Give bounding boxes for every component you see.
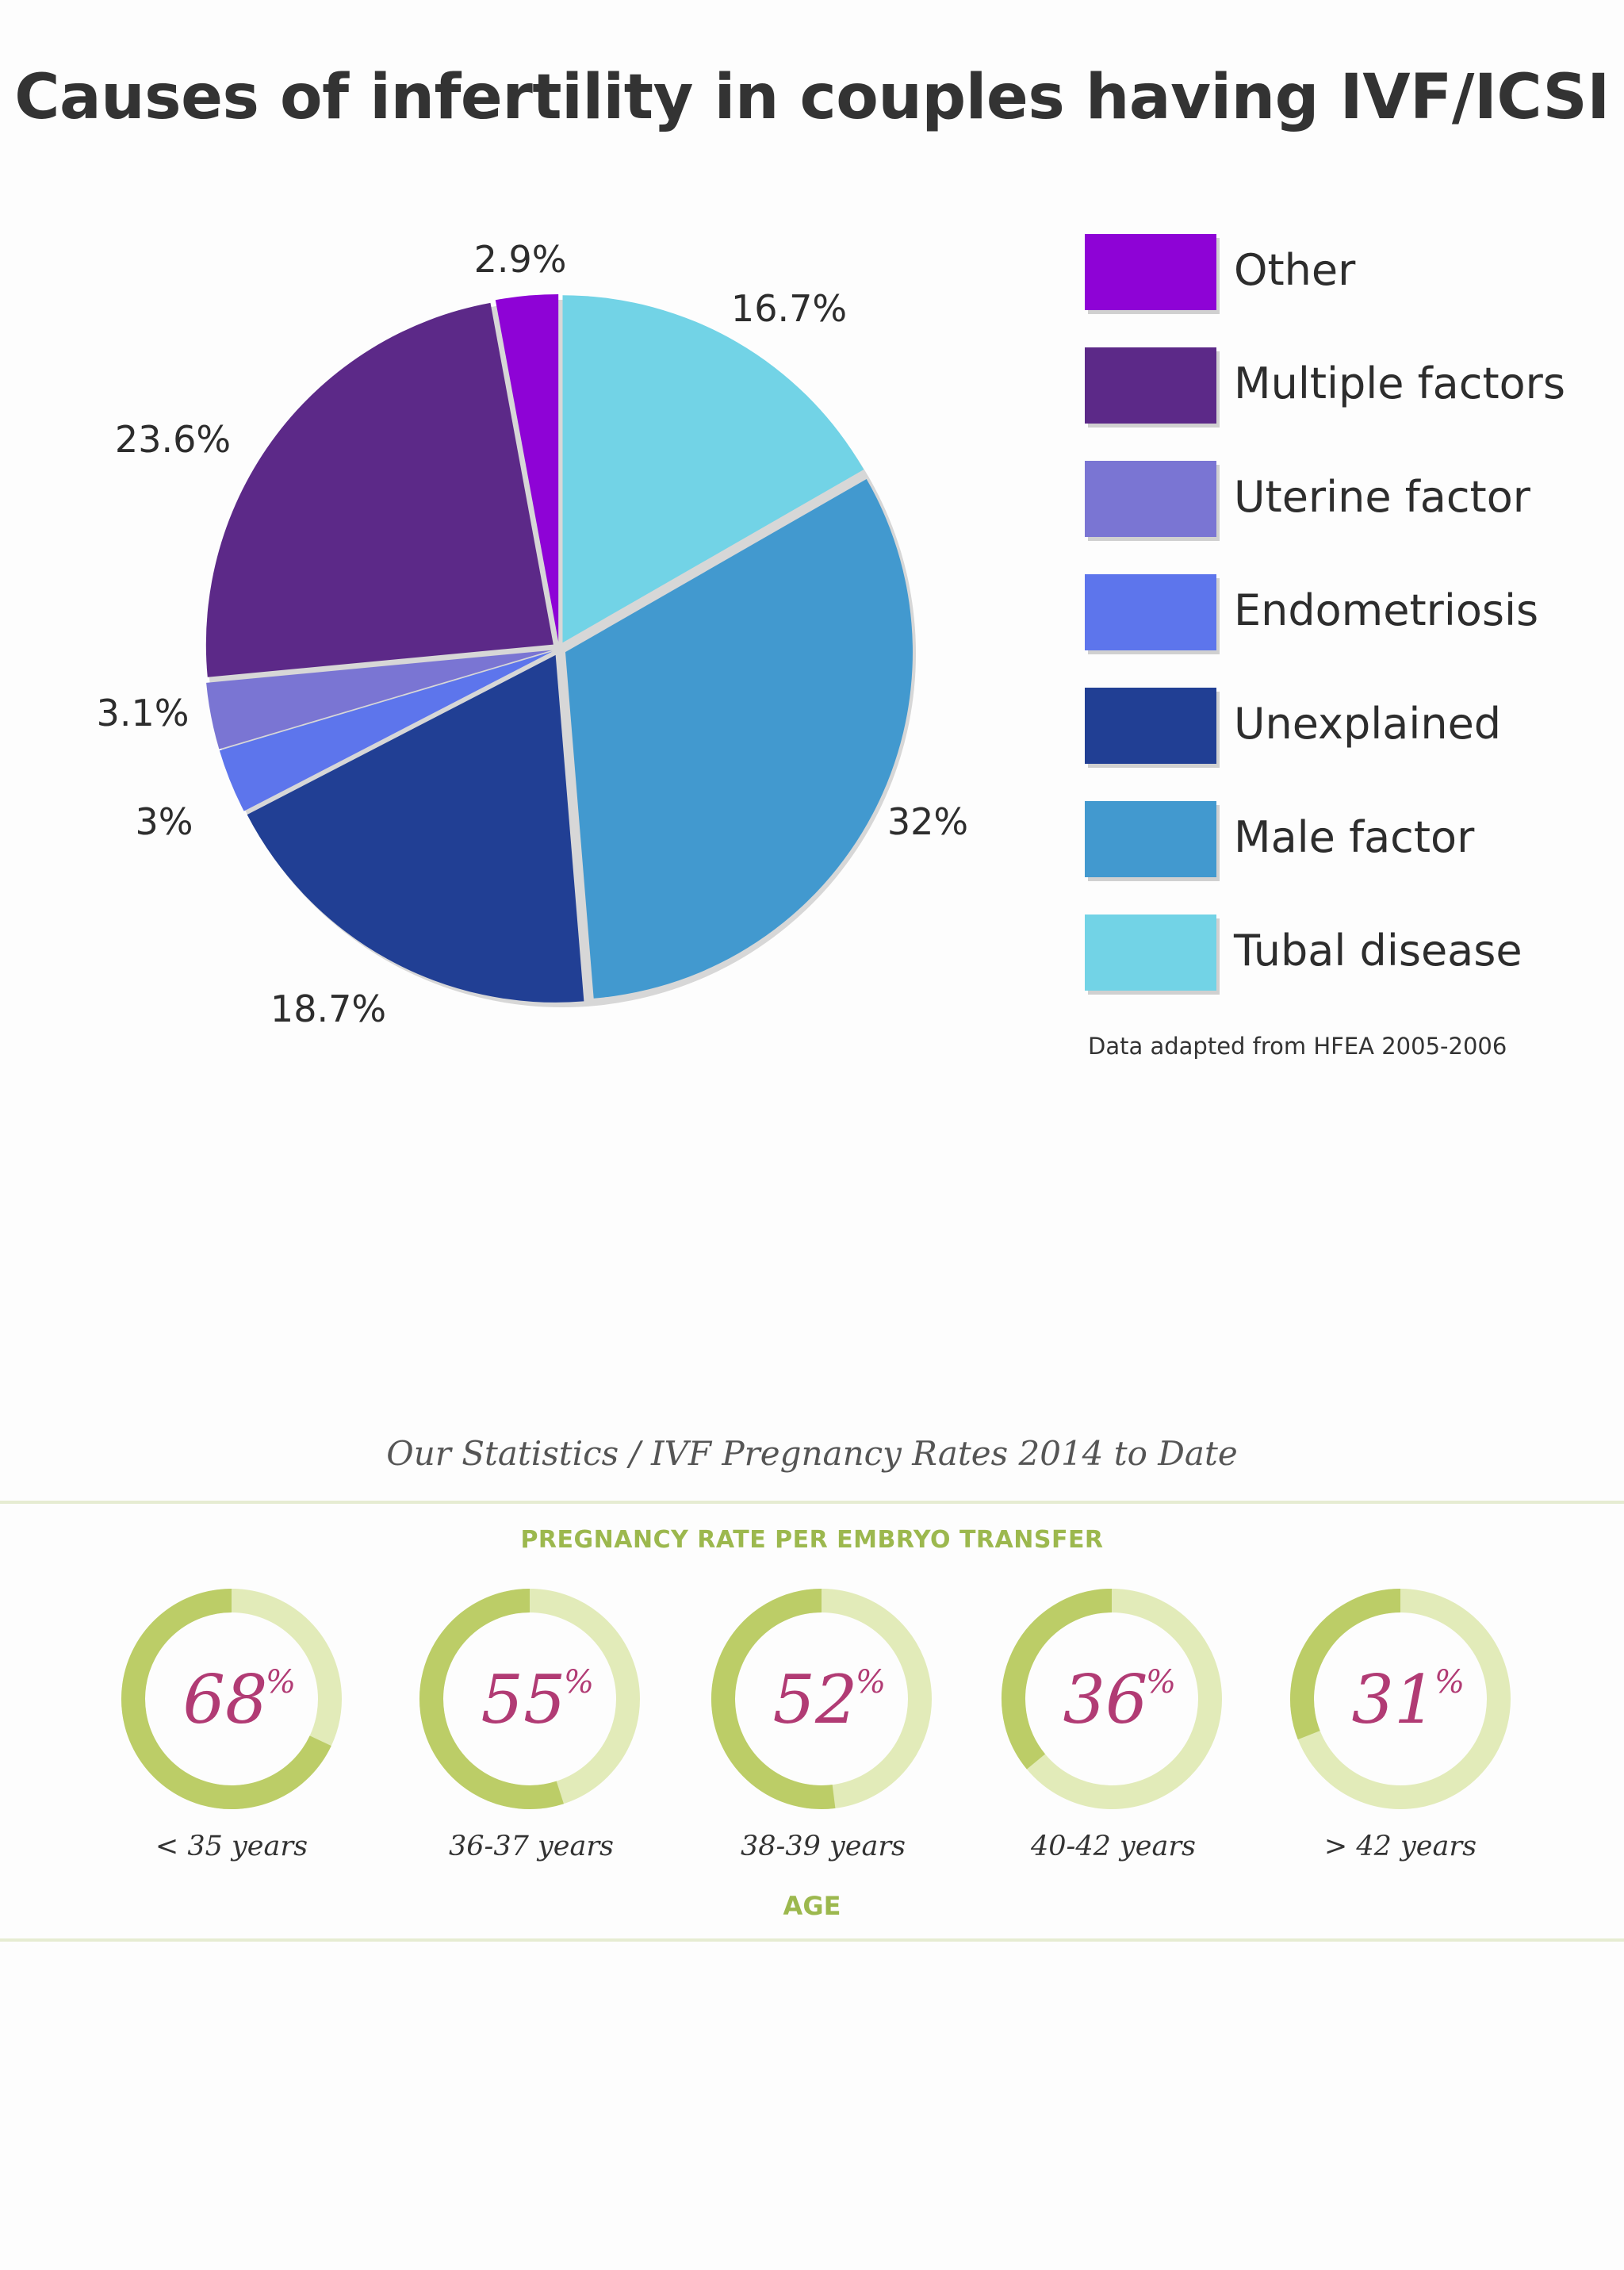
pie-slice-other [495,294,559,642]
legend-swatch-endometriosis [1085,574,1216,650]
pie-slice-multiple-factors [205,302,553,677]
legend-label-unexplained: Unexplained [1234,699,1502,749]
pie-label-tubal-disease: 16.7% [731,287,847,330]
age-label-36-37: 36-37 years [448,1831,615,1862]
x-axis-title: AGE [783,1891,841,1921]
ring-36-37-years: 55% [419,1589,640,1809]
ring-unit: % [564,1664,594,1701]
pie-slice-unexplained [247,654,584,1003]
legend-label-endometriosis: Endometriosis [1234,585,1539,635]
legend-swatch-tubal-disease [1085,915,1216,991]
ring-value: 31 [1352,1661,1437,1739]
legend-item-male-factor: Male factor [1085,801,1592,880]
ring-35-years: 68% [121,1589,342,1809]
legend-item-multiple-factors: Multiple factors [1085,347,1592,427]
legend-swatch-uterine-factor [1085,461,1216,537]
pie-slice-endometriosis [219,651,553,811]
pie-slice-uterine-factor [206,650,553,750]
pie-label-multiple-factors: 23.6% [115,418,231,461]
legend-swatch-multiple-factors [1085,347,1216,424]
ring-value: 68 [183,1661,268,1739]
legend-label-uterine-factor: Uterine factor [1234,472,1530,522]
pregnancy-rate-rings: 68% 55% 52% 36% 31% [121,1589,1511,1809]
pie-chart: 16.7% 32% 18.7% 3% 3.1% 23.6% 2.9% [97,238,969,1030]
ring-40-42-years: 36% [1002,1589,1222,1809]
stats-title: Our Statistics / IVF Pregnancy Rates 201… [386,1434,1238,1473]
legend-label-multiple-factors: Multiple factors [1234,359,1565,408]
legend-swatch-male-factor [1085,801,1216,877]
ring-value: 52 [773,1661,858,1739]
divider-bottom [0,1938,1624,1942]
ring-unit: % [1434,1664,1465,1701]
legend-item-tubal-disease: Tubal disease [1085,915,1592,994]
stats-subtitle: PREGNANCY RATE PER EMBRYO TRANSFER [520,1526,1104,1554]
chart-title: Causes of infertility in couples having … [14,62,1610,133]
source-note: Data adapted from HFEA 2005-2006 [1088,1033,1507,1060]
legend-item-unexplained: Unexplained [1085,688,1592,767]
pie-label-uterine-factor: 3.1% [97,692,190,734]
ring-38-39-years: 52% [711,1589,932,1809]
pie-label-other: 2.9% [474,238,567,281]
legend-item-endometriosis: Endometriosis [1085,574,1592,654]
pie-slice-male-factor [565,478,913,999]
legend-swatch-other [1085,234,1216,310]
ring-value: 36 [1063,1661,1148,1739]
legend-swatch-unexplained [1085,688,1216,764]
ring-value: 55 [481,1661,566,1739]
ring-42-years: 31% [1290,1589,1511,1809]
divider-top [0,1501,1624,1504]
legend-item-uterine-factor: Uterine factor [1085,461,1592,540]
ring-fill [1290,1589,1401,1740]
ring-fill [711,1589,836,1809]
age-label-38-39: 38-39 years [740,1831,906,1862]
ring-fill [419,1589,564,1809]
ring-fill [121,1589,331,1809]
pie-slice-tubal-disease [562,295,864,643]
ring-unit: % [856,1664,886,1701]
age-label-40-42: 40-42 years [1030,1831,1197,1862]
pie-label-endometriosis: 3% [136,800,193,843]
pie-label-male-factor: 32% [887,800,968,843]
legend-label-tubal-disease: Tubal disease [1234,926,1522,976]
legend-label-other: Other [1234,245,1356,295]
legend-item-other: Other [1085,234,1592,313]
ring-fill [1002,1589,1113,1770]
ring-unit: % [266,1664,296,1701]
age-label-under-35: < 35 years [155,1831,308,1862]
ring-unit: % [1146,1664,1176,1701]
legend-label-male-factor: Male factor [1234,812,1475,862]
pie-label-unexplained: 18.7% [270,987,386,1030]
age-label-over-42: > 42 years [1323,1831,1477,1862]
